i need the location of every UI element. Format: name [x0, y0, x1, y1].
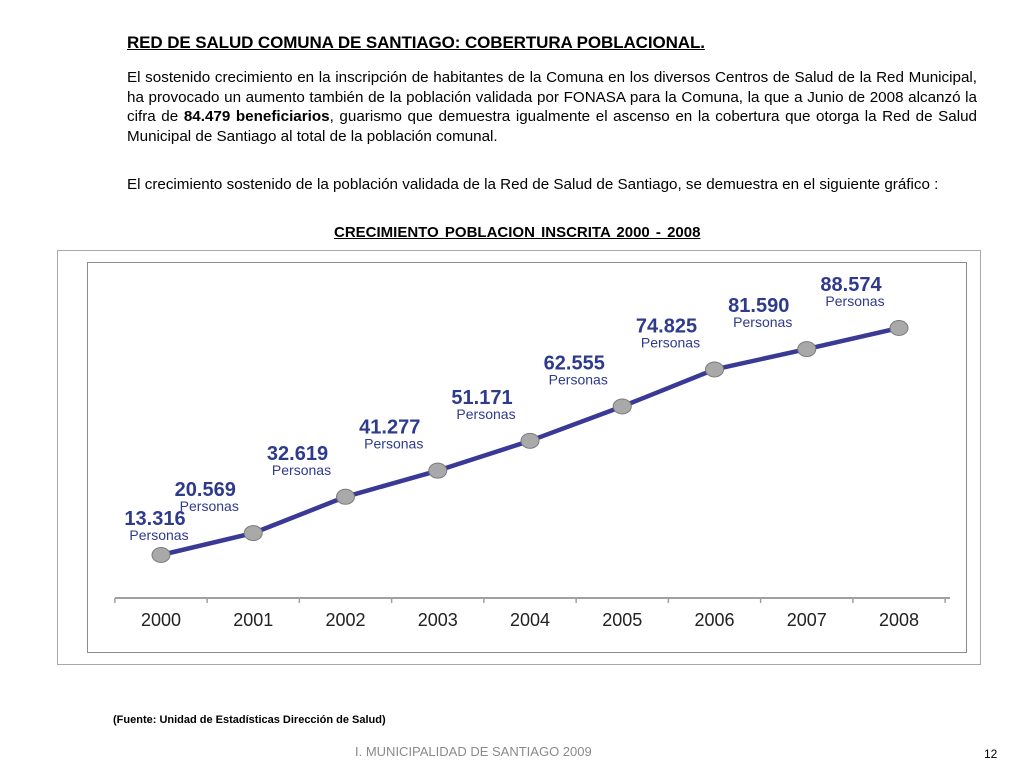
- chart-intro-paragraph: El crecimiento sostenido de la población…: [127, 176, 939, 193]
- data-unit-label: Personas: [733, 314, 792, 330]
- intro-text-start: El sostenido crecimiento en la inscripci…: [127, 69, 977, 125]
- data-point-marker: [520, 432, 540, 449]
- data-unit-label: Personas: [129, 527, 188, 543]
- data-point-marker: [889, 320, 909, 336]
- beneficiaries-highlight: 84.479 beneficiarios: [183, 108, 330, 125]
- x-tick-label: 2006: [694, 610, 734, 630]
- data-value-label: 13.316: [124, 508, 185, 530]
- page-heading: RED DE SALUD COMUNA DE SANTIAGO: COBERTU…: [127, 33, 705, 52]
- data-point-marker: [243, 525, 263, 542]
- x-tick-label: 2004: [510, 610, 550, 630]
- intro-text-end: , guarismo que demuestra igualmente el a…: [127, 108, 977, 145]
- data-point-marker: [797, 341, 817, 358]
- page-number: 12: [984, 747, 998, 761]
- intro-paragraph: El sostenido crecimiento en la inscripci…: [127, 68, 977, 146]
- data-value-label: 32.619: [267, 443, 328, 465]
- data-point-marker: [336, 488, 355, 505]
- x-tick-label: 2000: [141, 610, 181, 630]
- data-point-marker: [151, 547, 171, 563]
- data-point-marker: [705, 361, 724, 378]
- data-unit-label: Personas: [456, 406, 515, 422]
- data-unit-label: Personas: [272, 462, 331, 478]
- x-tick-label: 2008: [879, 610, 919, 630]
- data-unit-label: Personas: [641, 334, 700, 350]
- chart-title: CRECIMIENTO POBLACION INSCRITA 2000 - 20…: [334, 224, 701, 241]
- x-tick-label: 2005: [602, 610, 642, 630]
- data-point-marker: [612, 398, 632, 415]
- data-value-label: 41.277: [359, 417, 420, 439]
- x-tick-label: 2007: [787, 610, 827, 630]
- data-unit-label: Personas: [549, 371, 608, 387]
- data-unit-label: Personas: [364, 436, 423, 452]
- x-tick-label: 2002: [325, 610, 365, 630]
- chart-plot-area: [87, 262, 967, 653]
- source-note: (Fuente: Unidad de Estadísticas Direcció…: [113, 714, 386, 726]
- x-tick-label: 2003: [418, 610, 458, 630]
- data-value-label: 74.825: [636, 315, 697, 337]
- data-point-marker: [428, 462, 448, 479]
- data-value-label: 51.171: [451, 387, 512, 409]
- data-value-label: 62.555: [544, 352, 605, 374]
- data-unit-label: Personas: [180, 498, 239, 514]
- data-value-label: 81.590: [728, 295, 789, 317]
- data-value-label: 20.569: [175, 479, 236, 501]
- footer-text: I. MUNICIPALIDAD DE SANTIAGO 2009: [355, 744, 592, 759]
- data-value-label: 88.574: [820, 274, 882, 296]
- data-unit-label: Personas: [825, 293, 884, 309]
- x-tick-label: 2001: [233, 610, 273, 630]
